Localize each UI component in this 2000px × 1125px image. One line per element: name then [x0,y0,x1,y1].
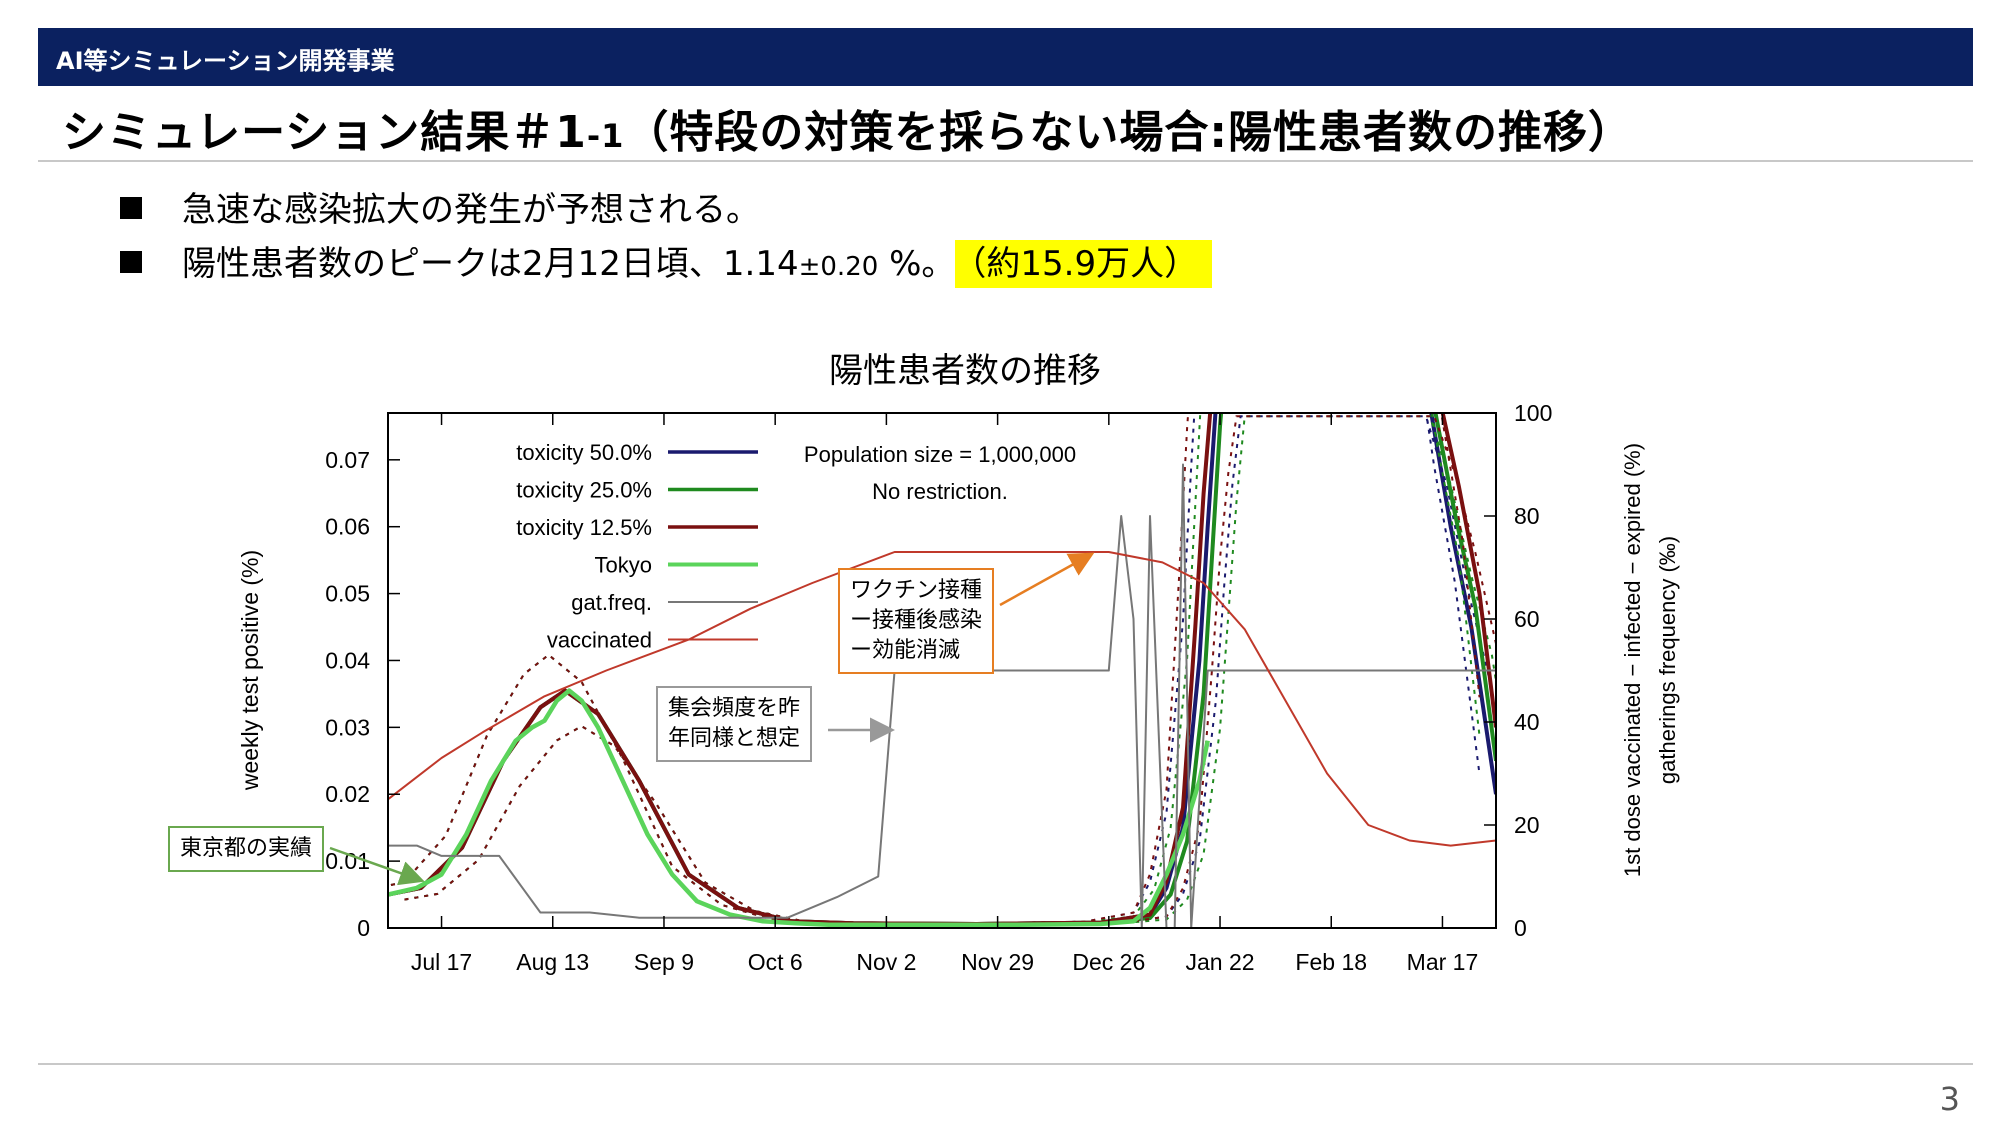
series-line [388,688,1210,927]
vaccine-callout: ワクチン接種 ー接種後感染 ー効能消滅 [838,568,995,674]
bullet-2-pm: ±0.20 [798,252,879,282]
header-banner: AI等シミュレーション開発事業 [38,28,1973,86]
title-main: シミュレーション結果＃1 [62,107,587,158]
bullet-2-post: %。 [878,244,956,284]
title-divider [38,160,1973,162]
bullet-2: 陽性患者数のピークは2月12日頃、1.14±0.20 %。 （約15.9万人） [120,236,1213,288]
y-tick-label: 0.04 [325,647,370,673]
legend-label: Tokyo [595,553,652,578]
page-number: 3 [1939,1080,1960,1118]
title-small: -1 [586,117,625,155]
vaccine-callout-line-3: ー効能消滅 [850,638,961,663]
x-tick-label: Mar 17 [1407,949,1479,975]
bullet-1-text: 急速な感染拡大の発生が予想される。 [182,190,760,230]
y-tick-label: 0.06 [325,514,370,540]
y-tick-label: 0.02 [325,781,370,807]
y2-axis-label-1: 1st dose vaccinated − infected − expired… [1620,443,1645,877]
x-tick-label: Sep 9 [634,949,694,975]
x-tick-label: Feb 18 [1295,949,1367,975]
x-tick-label: Jul 17 [411,949,472,975]
tokyo-callout-text: 東京都の実績 [180,836,313,861]
vaccine-callout-line-1: ワクチン接種 [850,578,983,603]
legend-label: toxicity 50.0% [516,440,652,465]
legend-label: vaccinated [547,628,652,653]
legend-label: gat.freq. [571,590,652,615]
y2-tick-label: 80 [1514,503,1540,529]
tokyo-callout: 東京都の実績 [168,826,325,872]
gathering-callout: 集会頻度を昨 年同様と想定 [656,686,813,762]
vaccine-callout-arrow [999,552,1095,607]
x-tick-label: Nov 2 [856,949,916,975]
legend-label: toxicity 12.5% [516,515,652,540]
banner-title: AI等シミュレーション開発事業 [56,47,395,75]
bullet-square-icon [120,250,142,273]
bullet-square-icon [120,196,142,219]
bullet-2-highlight: （約15.9万人） [955,240,1213,288]
gathering-callout-line-2: 年同様と想定 [668,726,801,751]
x-tick-label: Dec 26 [1072,949,1145,975]
y-tick-label: 0.03 [325,714,370,740]
page-title: シミュレーション結果＃1-1（特段の対策を採らない場合:陽性患者数の推移） [62,96,1633,160]
footer-divider [38,1063,1973,1065]
y-axis-label: weekly test positive (%) [237,550,263,791]
y2-axis-label-2: gatherings frequency (‰) [1655,536,1680,784]
y-tick-label: 0.05 [325,581,370,607]
bullet-2-text: 陽性患者数のピークは2月12日頃、1.14 [182,244,799,284]
y2-tick-label: 0 [1514,915,1527,941]
x-tick-label: Jan 22 [1185,949,1254,975]
vaccine-callout-line-2: ー接種後感染 [850,608,983,633]
y2-tick-label: 60 [1514,606,1540,632]
y-tick-label: 0 [357,915,370,941]
plot-frame [387,412,1497,929]
gathering-callout-line-1: 集会頻度を昨 [668,696,801,721]
y-tick-label: 0.07 [325,447,370,473]
chart-title: 陽性患者数の推移 [829,351,1101,391]
y2-tick-label: 20 [1514,812,1540,838]
y2-tick-label: 100 [1514,400,1552,426]
tokyo-callout-arrow [329,846,425,886]
x-tick-label: Aug 13 [516,949,589,975]
population-annotation: Population size = 1,000,000 [804,442,1076,467]
series-line [388,551,1496,847]
restriction-annotation: No restriction. [872,479,1008,504]
y2-tick-label: 40 [1514,709,1540,735]
title-rest: （特段の対策を採らない場合:陽性患者数の推移） [624,107,1633,158]
x-tick-label: Nov 29 [961,949,1034,975]
bullet-1: 急速な感染拡大の発生が予想される。 [120,182,760,231]
legend-label: toxicity 25.0% [516,478,652,503]
x-tick-label: Oct 6 [748,949,803,975]
y-tick-label: 0.01 [325,848,370,874]
